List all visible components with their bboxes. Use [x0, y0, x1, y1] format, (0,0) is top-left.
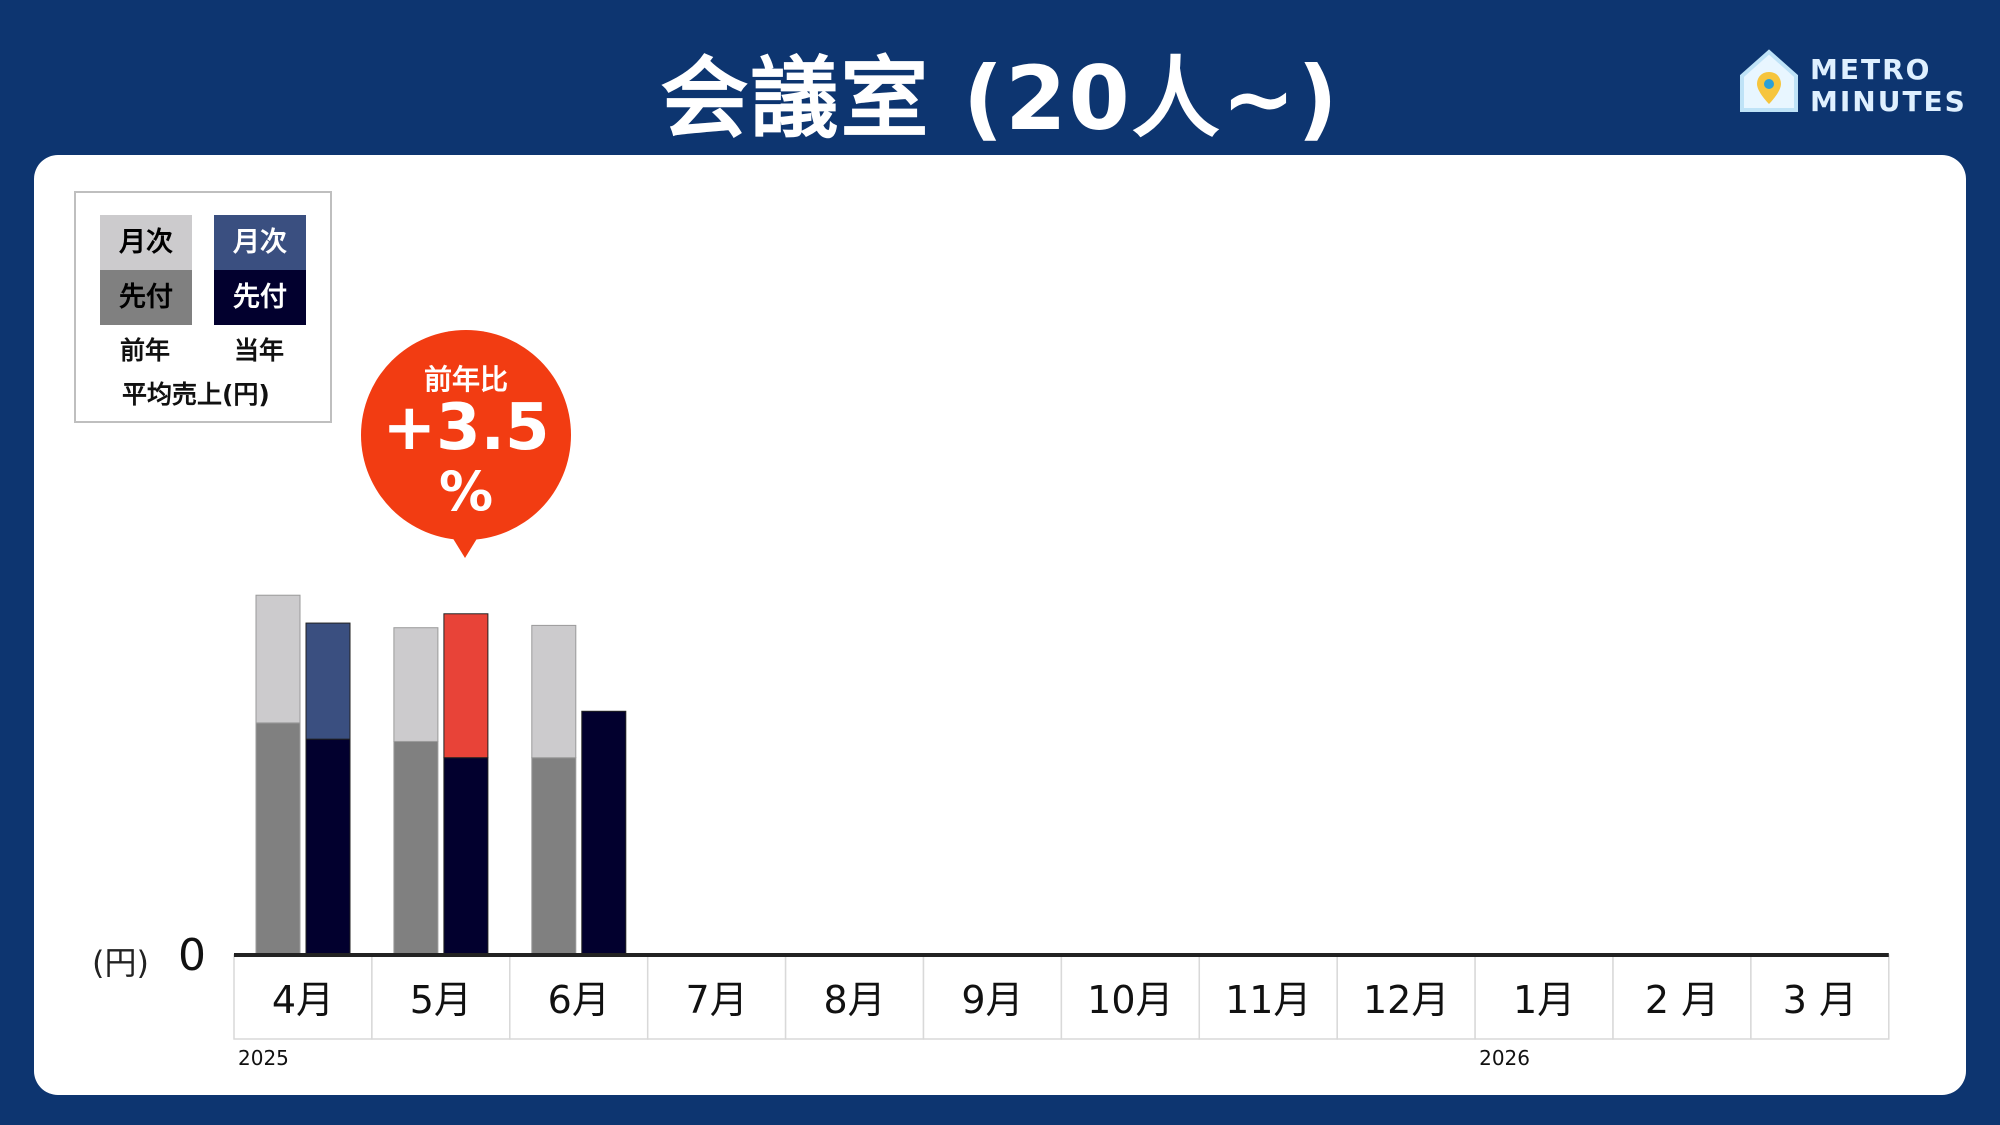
- bar-prev-monthly: [393, 627, 439, 742]
- x-tick-label: 2 月: [1645, 978, 1719, 1022]
- legend-prev-advance-swatch: 先付: [100, 270, 192, 325]
- x-tick-label: 4月: [272, 978, 334, 1022]
- x-tick-cell: [922, 954, 1063, 1040]
- legend-prev-year-label: 前年: [120, 336, 171, 365]
- yoy-label: 前年比: [423, 363, 508, 396]
- x-tick-label: 9月: [961, 978, 1023, 1022]
- legend-prev-monthly-swatch: 月次: [100, 215, 192, 270]
- logo: METRO MINUTES: [1738, 46, 1965, 126]
- year-start-label: 2025: [238, 1046, 289, 1070]
- legend-caption: 平均売上(円): [122, 380, 270, 409]
- bar-curr-advance: [305, 738, 351, 956]
- yoy-callout-pointer: [449, 532, 481, 558]
- legend-curr-advance-swatch: 先付: [214, 270, 306, 325]
- year-next-label: 2026: [1479, 1046, 1530, 1070]
- y-axis-zero: 0: [178, 930, 206, 981]
- bar-curr-advance: [443, 757, 489, 956]
- x-tick-label: 11月: [1225, 978, 1311, 1022]
- x-tick-label: 12月: [1363, 978, 1449, 1022]
- logo-line2: MINUTES: [1810, 85, 1967, 118]
- x-tick-label: 5月: [410, 978, 472, 1022]
- yoy-value: +3.5: [382, 391, 550, 465]
- x-tick-label: 8月: [823, 978, 885, 1022]
- x-tick-label: 3 月: [1783, 978, 1857, 1022]
- bar-curr-advance: [581, 710, 627, 956]
- x-tick-label: 7月: [686, 978, 748, 1022]
- x-tick-cell: [646, 954, 787, 1040]
- legend: 月次 先付 月次 先付 前年 当年 平均売上(円): [74, 191, 332, 423]
- legend-curr-year-label: 当年: [234, 336, 285, 365]
- x-tick-label: 10月: [1087, 978, 1173, 1022]
- x-tick-cell: [1474, 954, 1614, 1040]
- bar-prev-monthly: [531, 624, 577, 759]
- y-axis-unit: (円): [92, 944, 149, 982]
- yoy-unit: %: [438, 460, 494, 523]
- bar-prev-advance: [255, 722, 301, 956]
- logo-line1: METRO: [1810, 53, 1932, 86]
- bar-curr-monthly: [305, 622, 351, 740]
- x-tick-cell: [1198, 954, 1338, 1040]
- bar-prev-advance: [531, 757, 577, 956]
- x-tick-cell: [1750, 954, 1890, 1040]
- legend-curr-monthly-swatch: 月次: [214, 215, 306, 270]
- page-title: 会議室 (20人~): [660, 47, 1340, 150]
- yoy-callout: 前年比 +3.5 %: [361, 330, 571, 540]
- house-map-pin-icon: [1740, 49, 1798, 112]
- x-tick-label: 1月: [1513, 978, 1575, 1022]
- chart-panel: [34, 155, 1966, 1095]
- x-tick-label: 6月: [548, 978, 610, 1022]
- bar-prev-advance: [393, 740, 439, 956]
- bar-prev-monthly: [255, 594, 301, 724]
- bar-curr-monthly-highlight: [443, 613, 489, 759]
